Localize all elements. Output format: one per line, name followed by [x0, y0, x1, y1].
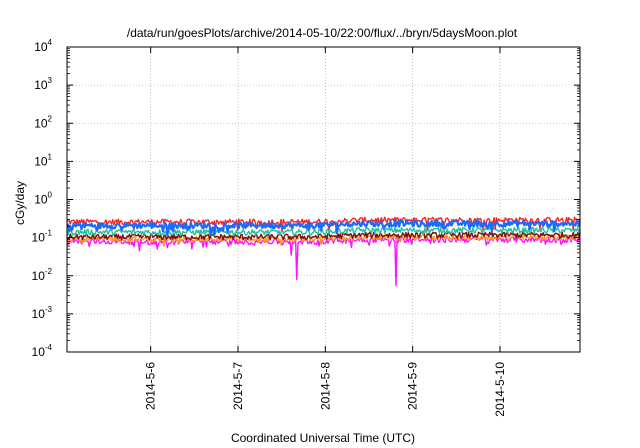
- y-tick-exponent: 1: [48, 152, 53, 161]
- y-tick-label: 104: [34, 38, 52, 54]
- series-line: [66, 226, 581, 236]
- series-line: [66, 231, 581, 241]
- x-tick-label: 2014-5-7: [231, 362, 245, 410]
- plot-frame: [66, 46, 581, 353]
- x-tick-labels: 2014-5-6 2014-5-7 2014-5-8 2014-5-9 2014-5-1…: [144, 362, 507, 417]
- y-tick-label: 101: [34, 152, 52, 168]
- axis-ticks: [67, 46, 580, 353]
- y-tick-label: 10-2: [32, 267, 53, 283]
- y-tick-exponent: -3: [45, 305, 53, 314]
- y-tick-exponent: -4: [45, 343, 53, 352]
- y-tick-exponent: -1: [45, 229, 53, 238]
- y-tick-label: 103: [34, 76, 52, 92]
- x-tick-label: 2014-5-10: [493, 362, 507, 417]
- series-line: [66, 219, 581, 237]
- series-group: [66, 216, 581, 287]
- y-axis-label: cGy/day: [13, 181, 27, 225]
- y-tick-label: 10-4: [32, 343, 53, 359]
- y-tick-exponent: 0: [48, 191, 53, 200]
- y-tick-exponent: 3: [48, 76, 53, 85]
- y-tick-exponent: 4: [48, 38, 53, 47]
- x-tick-label: 2014-5-9: [406, 362, 420, 410]
- chart-title: /data/run/goesPlots/archive/2014-05-10/2…: [127, 26, 518, 40]
- y-tick-label: 10-1: [32, 229, 53, 245]
- series-line: [66, 236, 581, 287]
- x-axis-label: Coordinated Universal Time (UTC): [231, 431, 415, 445]
- y-tick-exponent: -2: [45, 267, 53, 276]
- y-tick-label: 102: [34, 114, 52, 130]
- y-tick-label: 100: [34, 191, 52, 207]
- grid: [67, 47, 580, 352]
- y-tick-label: 10-3: [32, 305, 53, 321]
- x-tick-label: 2014-5-8: [318, 362, 332, 410]
- x-tick-label: 2014-5-6: [144, 362, 158, 410]
- y-tick-exponent: 2: [48, 114, 53, 123]
